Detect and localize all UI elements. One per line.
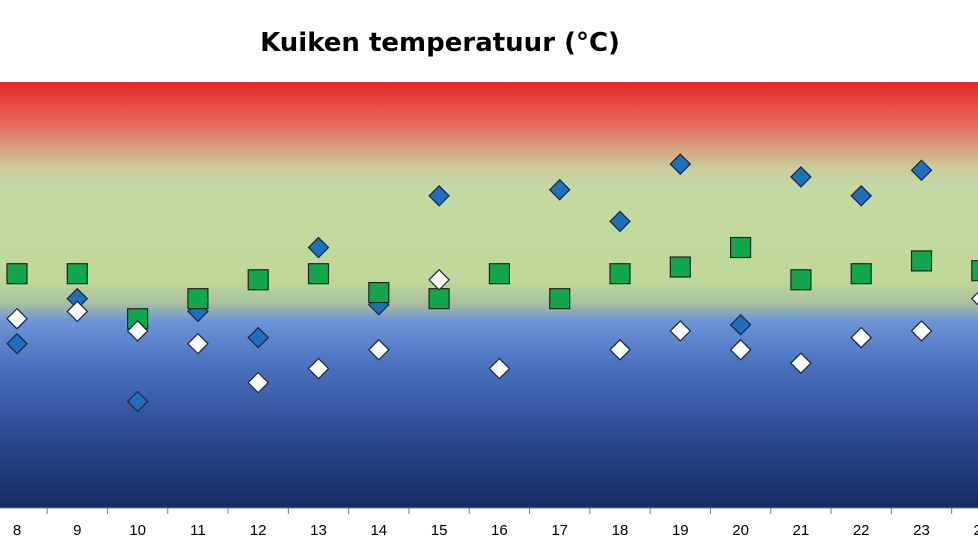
square-marker: [247, 269, 269, 291]
x-tick-label: 10: [129, 522, 146, 539]
white-diamond-marker: [910, 320, 933, 342]
square-marker: [669, 256, 691, 278]
x-tick-label: 22: [853, 522, 870, 539]
square-marker: [609, 263, 631, 285]
x-tick-label: 15: [431, 522, 448, 539]
white-diamond-marker: [6, 307, 28, 330]
x-axis-ticks: [46, 508, 953, 514]
white-diamond-marker: [850, 326, 873, 349]
plot-area-background: [0, 82, 978, 508]
square-marker: [428, 288, 450, 310]
square-marker: [488, 263, 510, 285]
x-tick-label: 20: [732, 522, 749, 539]
x-tick-label: 12: [250, 522, 267, 539]
x-tick-label: 23: [913, 522, 930, 539]
x-tick-label: 19: [672, 522, 689, 539]
x-tick-label: 8: [13, 522, 21, 539]
x-tick-label: 13: [310, 522, 327, 539]
blue-diamond-marker: [548, 178, 571, 201]
square-marker: [307, 263, 330, 285]
x-tick-label: 24: [973, 522, 978, 539]
square-marker: [187, 288, 209, 310]
white-diamond-marker: [970, 291, 978, 306]
x-tick-label: 9: [73, 522, 81, 539]
white-diamond-marker: [609, 338, 631, 361]
white-diamond-marker: [729, 338, 752, 361]
square-marker: [790, 269, 812, 291]
blue-diamond-marker: [910, 159, 933, 182]
white-diamond-marker: [247, 371, 270, 394]
blue-diamond-marker: [850, 184, 873, 207]
square-marker: [729, 236, 752, 259]
white-diamond-marker: [790, 352, 812, 375]
blue-diamond-marker: [247, 326, 270, 349]
blue-diamond-marker: [609, 210, 631, 233]
x-tick-label: 11: [190, 522, 206, 539]
square-marker: [66, 263, 88, 285]
blue-diamond-marker: [428, 184, 450, 207]
white-diamond-marker: [367, 338, 390, 361]
white-diamond-marker: [66, 300, 89, 323]
blue-diamond-marker: [790, 166, 812, 188]
x-tick-label: 18: [612, 522, 629, 539]
white-diamond-marker: [307, 357, 330, 380]
square-marker: [850, 263, 872, 285]
x-axis-band: [0, 508, 978, 550]
white-diamond-marker: [428, 268, 450, 291]
x-axis-tick-labels: 8 9 10 11 12 13 14 15 16 17 18 19 20 21 22 23 24: [13, 522, 978, 539]
white-diamond-marker: [126, 320, 149, 342]
x-tick-label: 16: [491, 522, 508, 539]
x-tick-label: 21: [793, 522, 810, 539]
white-diamond-marker: [187, 332, 209, 355]
white-diamond-marker: [669, 320, 692, 342]
blue-diamond-marker: [6, 332, 28, 355]
x-tick-label: 14: [370, 522, 387, 539]
data-markers: [6, 153, 978, 413]
square-marker: [368, 281, 390, 304]
white-diamond-marker: [488, 357, 511, 380]
square-marker: [6, 263, 28, 285]
square-marker: [971, 260, 978, 282]
square-marker: [910, 250, 933, 272]
blue-diamond-marker: [307, 236, 330, 259]
blue-diamond-marker: [669, 153, 692, 176]
square-marker: [549, 288, 571, 310]
x-tick-label: 17: [551, 522, 568, 539]
chart-title: Kuiken temperatuur (°C): [260, 28, 620, 58]
blue-diamond-marker: [729, 313, 752, 336]
blue-diamond-marker: [126, 390, 149, 413]
